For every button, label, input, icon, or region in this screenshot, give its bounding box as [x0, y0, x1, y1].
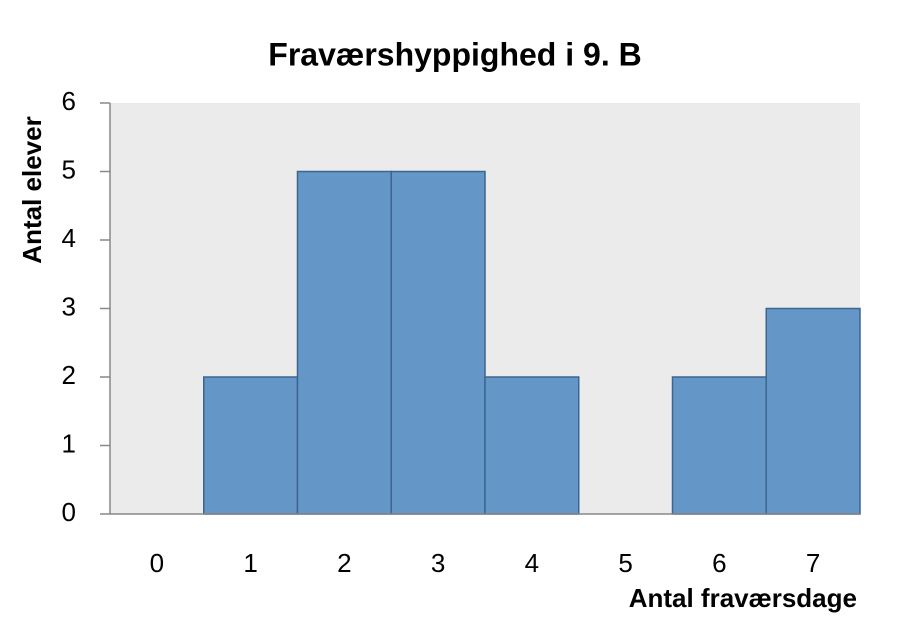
- chart-title: Fraværshyppighed i 9. B: [268, 36, 641, 72]
- bar: [203, 376, 299, 515]
- x-tick-label: 1: [243, 548, 257, 578]
- x-tick-label: 5: [618, 548, 632, 578]
- y-tick-label: 1: [62, 428, 76, 458]
- bar: [671, 376, 767, 515]
- y-tick-label: 2: [62, 360, 76, 390]
- x-tick-label: 7: [806, 548, 820, 578]
- x-tick-label: 0: [150, 548, 164, 578]
- y-tick-label: 0: [62, 497, 76, 527]
- y-axis-title: Antal elever: [17, 116, 47, 263]
- x-axis-title: Antal fraværsdage: [629, 583, 857, 613]
- x-tick-label: 6: [712, 548, 726, 578]
- y-tick-label: 3: [62, 291, 76, 321]
- bar: [390, 170, 486, 515]
- bar: [765, 307, 861, 515]
- bar: [296, 170, 392, 515]
- y-tick-label: 5: [62, 154, 76, 184]
- x-tick-label: 4: [525, 548, 539, 578]
- bar: [484, 376, 580, 515]
- x-tick-label: 3: [431, 548, 445, 578]
- y-tick-label: 4: [62, 223, 76, 253]
- x-tick-label: 2: [337, 548, 351, 578]
- y-tick-label: 6: [62, 86, 76, 116]
